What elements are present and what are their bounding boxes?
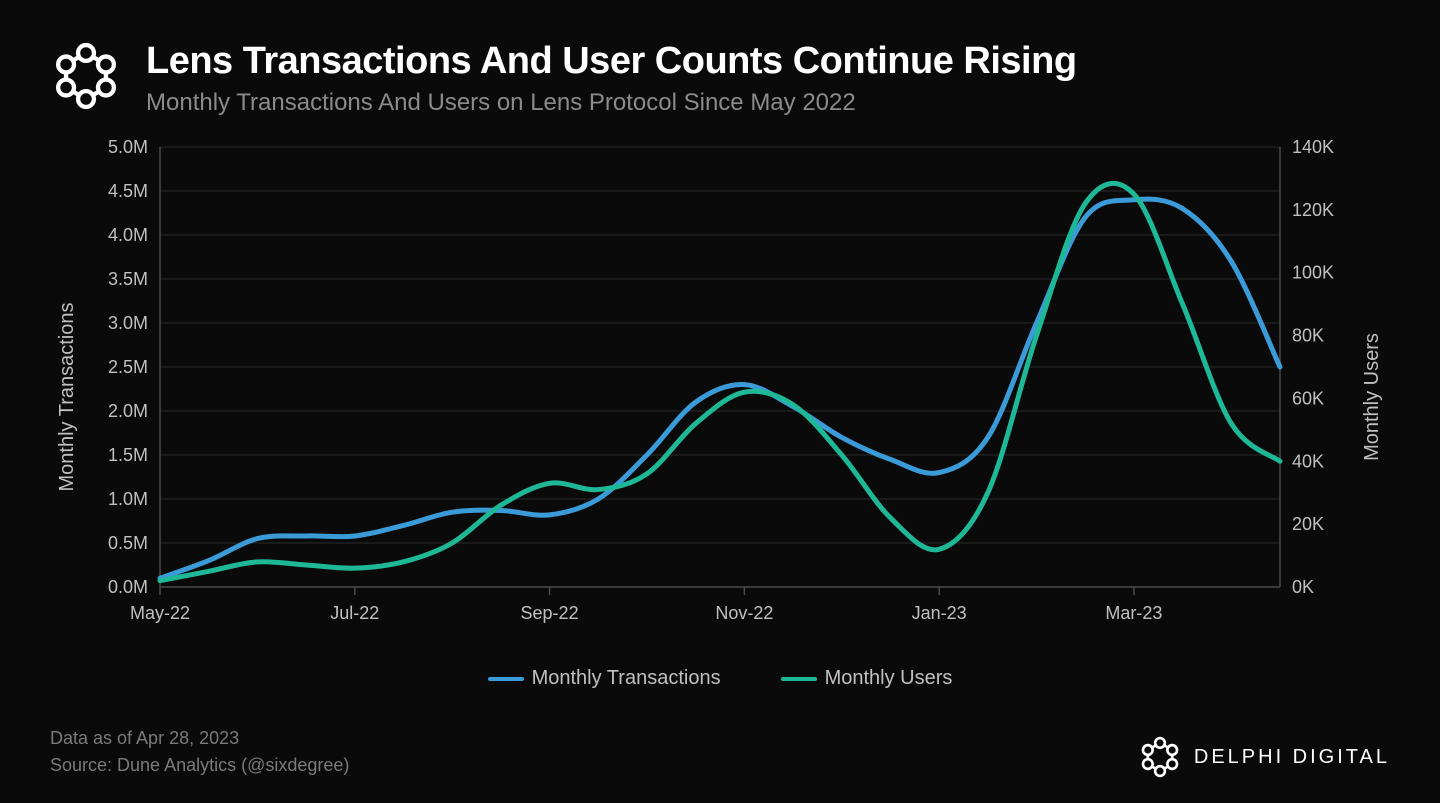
svg-text:40K: 40K — [1292, 451, 1324, 471]
chart-title: Lens Transactions And User Counts Contin… — [146, 40, 1390, 83]
svg-text:Jul-22: Jul-22 — [330, 603, 379, 623]
delphi-logo-icon — [50, 40, 122, 117]
svg-text:Jan-23: Jan-23 — [912, 603, 967, 623]
svg-text:0K: 0K — [1292, 577, 1314, 597]
svg-text:Mar-23: Mar-23 — [1105, 603, 1162, 623]
footer-date: Data as of Apr 28, 2023 — [50, 725, 349, 752]
svg-text:0.5M: 0.5M — [108, 533, 148, 553]
footer-text: Data as of Apr 28, 2023 Source: Dune Ana… — [50, 725, 349, 779]
svg-text:120K: 120K — [1292, 200, 1334, 220]
legend-swatch-transactions — [488, 677, 524, 681]
svg-text:1.5M: 1.5M — [108, 445, 148, 465]
svg-text:3.5M: 3.5M — [108, 269, 148, 289]
header: Lens Transactions And User Counts Contin… — [50, 40, 1390, 117]
svg-text:2.5M: 2.5M — [108, 357, 148, 377]
chart-svg: 0.0M 0.5M 1.0M 1.5M 2.0M 2.5M 3.0M 3.5M 4.0M 4.5M… — [50, 137, 1390, 657]
footer-brand-text: DELPHI DIGITAL — [1194, 746, 1390, 769]
svg-text:60K: 60K — [1292, 388, 1324, 408]
legend-item-users: Monthly Users — [781, 667, 953, 690]
legend-swatch-users — [781, 677, 817, 681]
chart-area: Monthly Transactions Monthly Users 0.0M0… — [50, 137, 1390, 657]
footer-source: Source: Dune Analytics (@sixdegree) — [50, 752, 349, 779]
svg-text:4.5M: 4.5M — [108, 181, 148, 201]
footer-brand: DELPHI DIGITAL — [1138, 735, 1390, 779]
legend-label-users: Monthly Users — [825, 667, 953, 690]
svg-text:140K: 140K — [1292, 137, 1334, 157]
svg-text:20K: 20K — [1292, 514, 1324, 534]
legend-label-transactions: Monthly Transactions — [532, 667, 721, 690]
svg-text:100K: 100K — [1292, 263, 1334, 283]
svg-text:1.0M: 1.0M — [108, 489, 148, 509]
footer: Data as of Apr 28, 2023 Source: Dune Ana… — [50, 725, 1390, 779]
delphi-logo-small-icon — [1138, 735, 1182, 779]
y-left-axis-label: Monthly Transactions — [56, 303, 79, 492]
y-right-axis-label: Monthly Users — [1361, 333, 1384, 461]
legend: Monthly Transactions Monthly Users — [50, 667, 1390, 690]
legend-item-transactions: Monthly Transactions — [488, 667, 721, 690]
svg-text:3.0M: 3.0M — [108, 313, 148, 333]
svg-text:Nov-22: Nov-22 — [715, 603, 773, 623]
svg-text:May-22: May-22 — [130, 603, 190, 623]
svg-text:Sep-22: Sep-22 — [521, 603, 579, 623]
chart-subtitle: Monthly Transactions And Users on Lens P… — [146, 89, 1390, 117]
svg-text:2.0M: 2.0M — [108, 401, 148, 421]
chart-card: Lens Transactions And User Counts Contin… — [0, 0, 1440, 803]
title-block: Lens Transactions And User Counts Contin… — [146, 40, 1390, 117]
svg-text:4.0M: 4.0M — [108, 225, 148, 245]
svg-text:0.0M: 0.0M — [108, 577, 148, 597]
svg-text:5.0M: 5.0M — [108, 137, 148, 157]
svg-text:80K: 80K — [1292, 326, 1324, 346]
